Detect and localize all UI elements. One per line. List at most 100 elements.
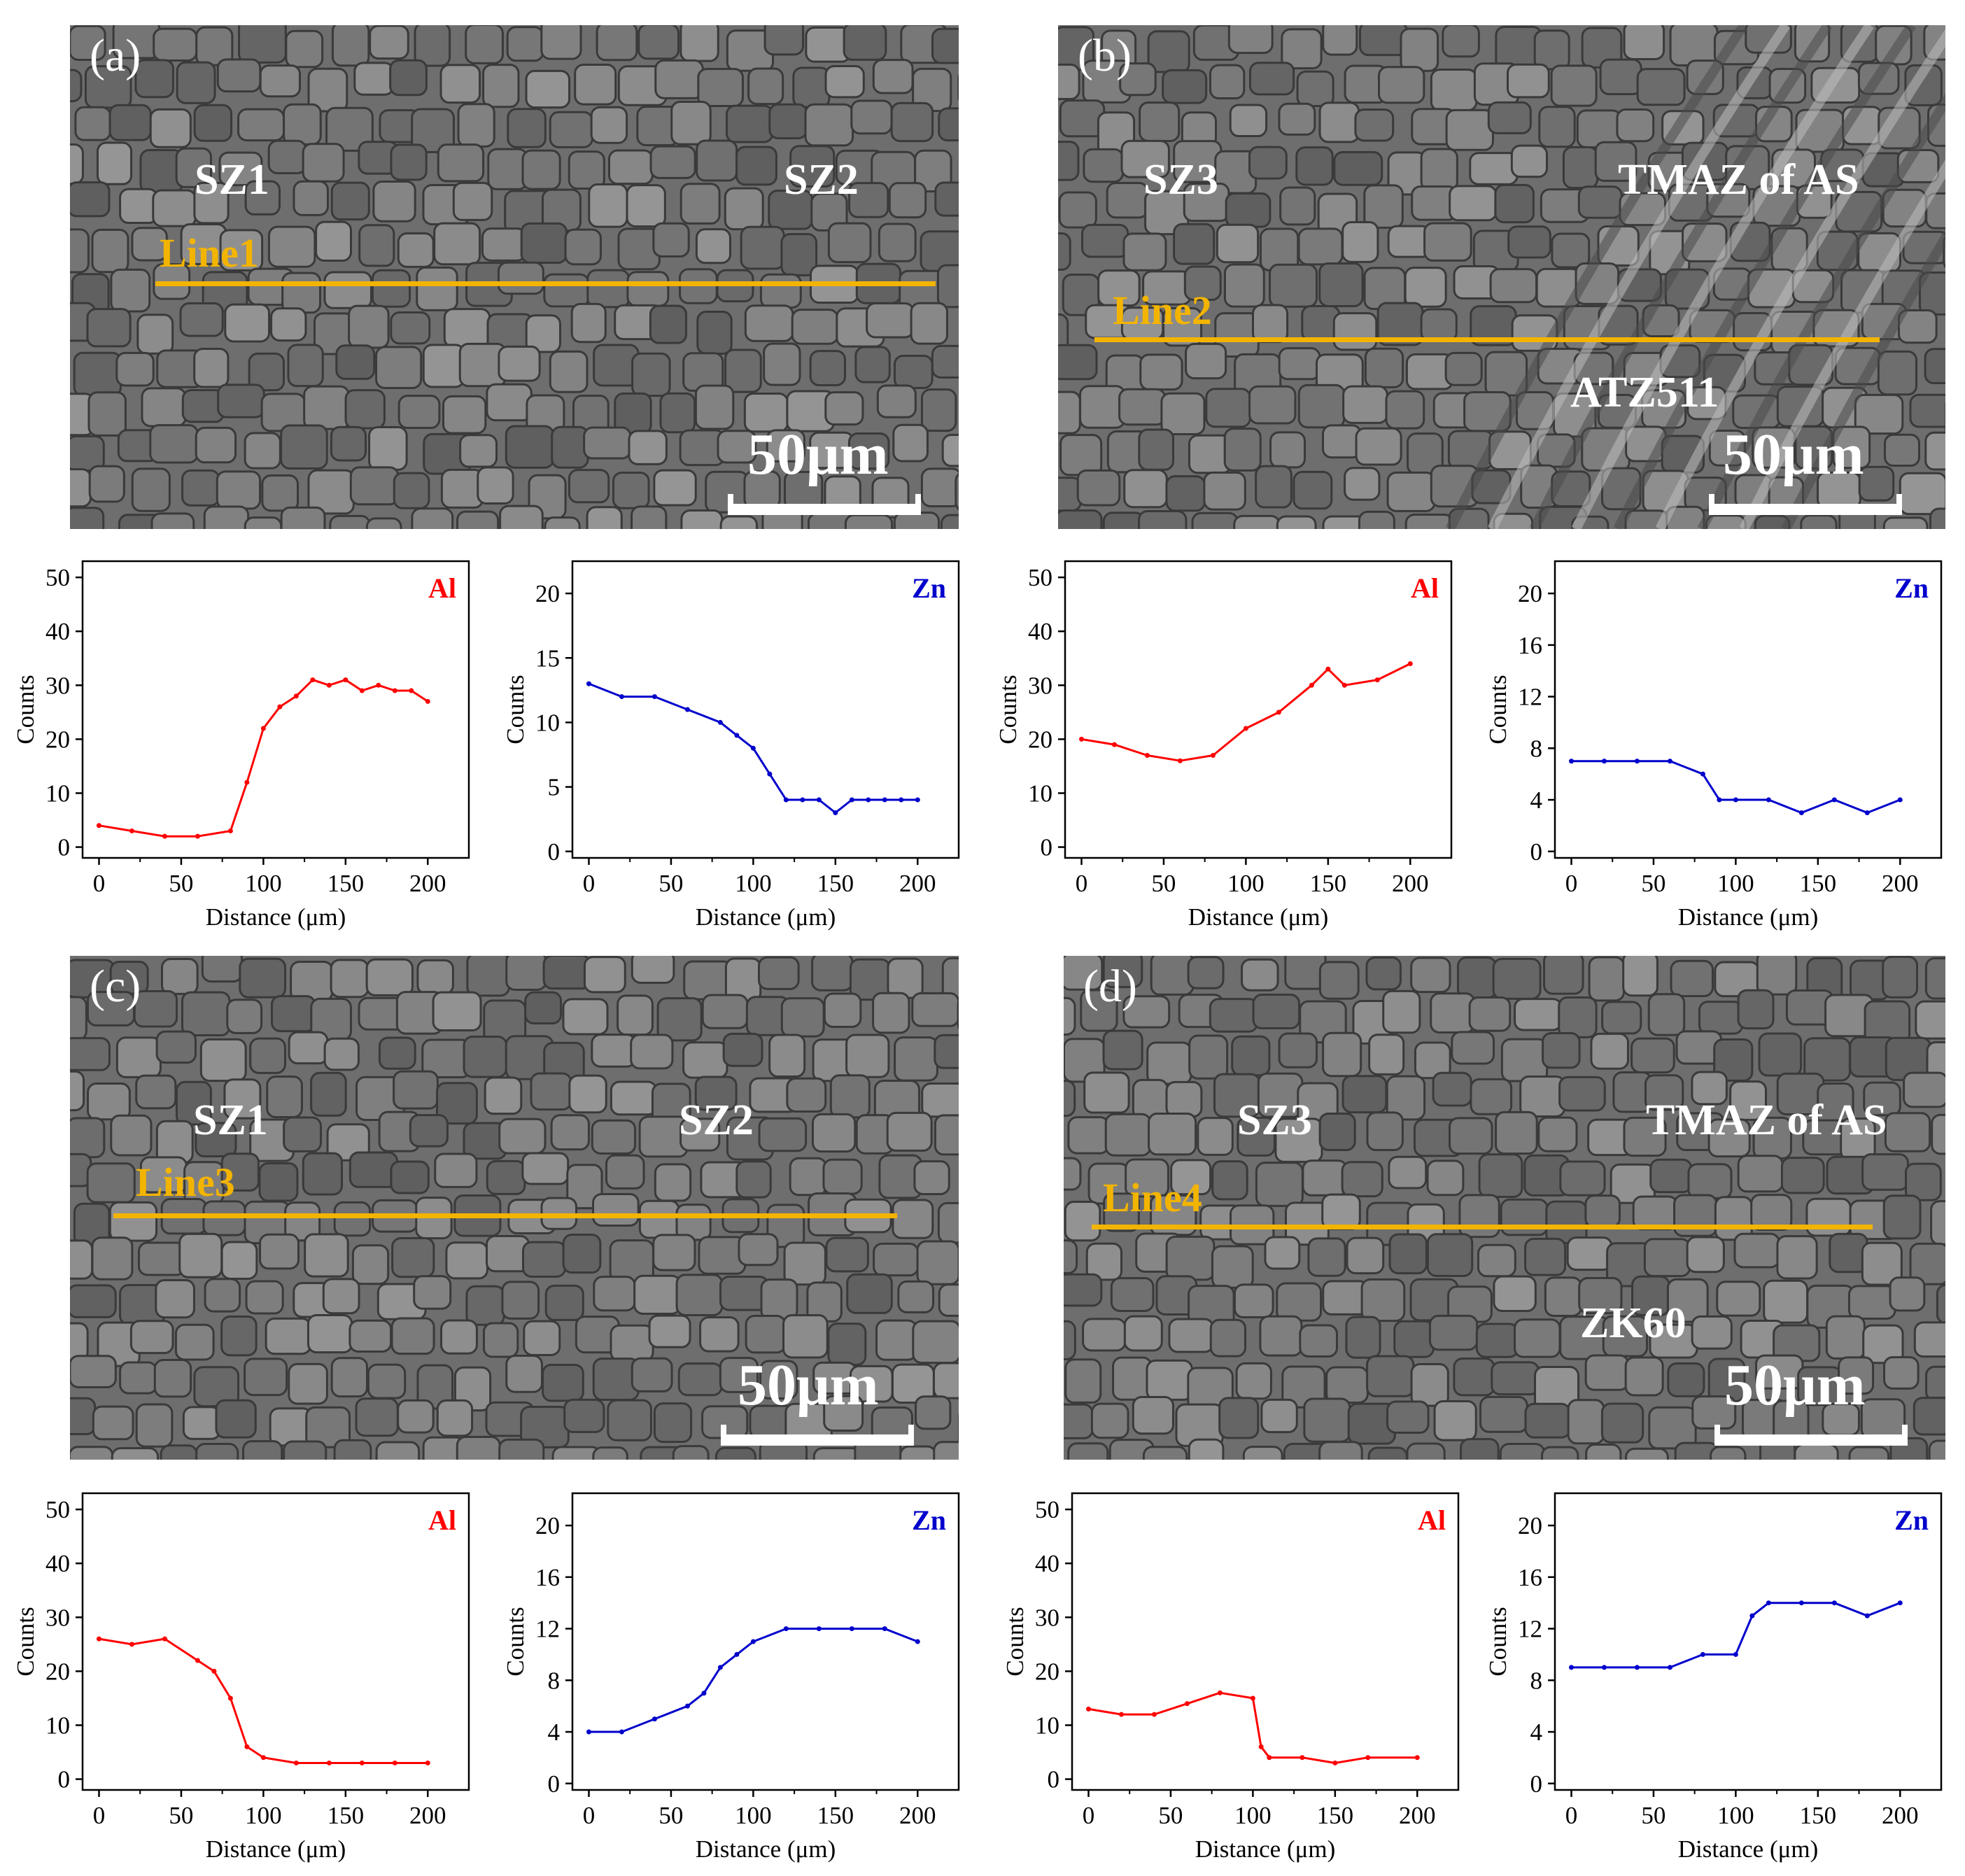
data-point bbox=[783, 797, 789, 803]
data-point bbox=[1374, 677, 1380, 683]
grain bbox=[1318, 961, 1360, 1000]
y-tick-label: 30 bbox=[1035, 1604, 1059, 1631]
grain bbox=[1231, 1035, 1271, 1077]
grain bbox=[1883, 433, 1921, 467]
grain bbox=[1209, 1318, 1246, 1357]
y-tick-label: 4 bbox=[1530, 787, 1543, 814]
y-axis-label: Counts bbox=[502, 1607, 529, 1676]
grain bbox=[717, 430, 757, 464]
grain bbox=[411, 507, 454, 529]
grain bbox=[1758, 1032, 1803, 1077]
grain bbox=[463, 1035, 508, 1078]
grain bbox=[1913, 1397, 1945, 1436]
grain bbox=[344, 389, 386, 430]
grain bbox=[267, 225, 316, 268]
grain bbox=[1500, 1198, 1549, 1236]
grain bbox=[544, 1284, 584, 1321]
data-point bbox=[1332, 1760, 1338, 1765]
grain bbox=[590, 106, 628, 144]
grain bbox=[626, 184, 666, 228]
data-point bbox=[586, 1729, 591, 1735]
grain bbox=[1342, 385, 1388, 424]
grain bbox=[358, 224, 395, 267]
grain bbox=[1248, 146, 1288, 180]
grain bbox=[631, 505, 668, 529]
y-axis-label: Counts bbox=[1484, 675, 1512, 744]
grain bbox=[322, 1278, 360, 1315]
grain bbox=[1631, 1037, 1675, 1074]
grain bbox=[1540, 1446, 1579, 1460]
grain bbox=[630, 1034, 674, 1070]
grain bbox=[115, 1036, 162, 1078]
grain bbox=[633, 1274, 682, 1315]
grain bbox=[724, 348, 762, 393]
grain bbox=[1085, 1242, 1123, 1281]
grain bbox=[586, 506, 623, 529]
grain bbox=[307, 1313, 353, 1354]
grain bbox=[1647, 993, 1686, 1036]
scale-bar bbox=[1709, 494, 1902, 515]
y-tick-label: 30 bbox=[1028, 672, 1052, 699]
grain bbox=[1432, 1071, 1472, 1107]
grain bbox=[96, 141, 133, 185]
x-tick-label: 100 bbox=[1234, 1802, 1272, 1829]
grain bbox=[588, 183, 628, 228]
grain bbox=[1218, 1397, 1260, 1439]
data-point bbox=[619, 1729, 624, 1735]
grain bbox=[498, 1438, 545, 1460]
grain bbox=[181, 991, 231, 1037]
grain bbox=[1542, 1031, 1581, 1069]
grain bbox=[288, 1031, 329, 1065]
grain bbox=[1302, 1159, 1348, 1197]
x-tick-label: 0 bbox=[1565, 870, 1578, 897]
data-point bbox=[425, 1760, 430, 1765]
scale-bar-label: 50μm bbox=[738, 1353, 879, 1418]
grain bbox=[353, 62, 395, 96]
grain bbox=[679, 25, 719, 62]
panel-letter: (b) bbox=[1078, 30, 1132, 81]
grain bbox=[1904, 1162, 1942, 1201]
data-point bbox=[1601, 1665, 1607, 1670]
data-point bbox=[652, 694, 657, 700]
grain bbox=[238, 25, 287, 64]
data-point bbox=[652, 1716, 657, 1722]
grain bbox=[216, 58, 262, 93]
grain bbox=[1884, 1112, 1931, 1152]
grain bbox=[237, 108, 286, 142]
grain bbox=[670, 101, 712, 146]
chart-c-al: 0 50 100 150 200 0 10 20 30 40 50 Distance (μm) Coun… bbox=[0, 1475, 483, 1867]
grain bbox=[1110, 1277, 1155, 1312]
scale-bar-label: 50μm bbox=[1723, 422, 1864, 487]
x-tick-label: 50 bbox=[1151, 870, 1176, 897]
grain bbox=[1122, 995, 1171, 1029]
grain bbox=[1064, 1157, 1082, 1191]
grain bbox=[175, 1080, 212, 1126]
y-tick-label: 50 bbox=[1028, 564, 1052, 591]
grain bbox=[1255, 465, 1293, 509]
series-line-zn bbox=[1571, 760, 1901, 814]
grain bbox=[349, 466, 400, 506]
grain bbox=[823, 992, 862, 1028]
y-tick-label: 0 bbox=[58, 1766, 71, 1793]
panel-letter: (a) bbox=[90, 30, 141, 81]
grain bbox=[735, 146, 777, 186]
data-point bbox=[277, 704, 283, 710]
y-axis-label: Counts bbox=[1001, 1607, 1029, 1676]
grain bbox=[315, 220, 352, 262]
grain bbox=[1404, 513, 1454, 529]
data-point bbox=[1897, 1600, 1903, 1606]
grain bbox=[1150, 956, 1195, 996]
grain bbox=[1705, 514, 1747, 529]
grain bbox=[957, 999, 959, 1030]
grain bbox=[482, 1322, 519, 1358]
grain bbox=[1456, 956, 1498, 999]
data-point bbox=[915, 797, 920, 803]
grain bbox=[1448, 1117, 1493, 1155]
grain bbox=[466, 956, 510, 997]
grain bbox=[1064, 956, 1104, 991]
grain-texture bbox=[70, 25, 959, 529]
grain bbox=[760, 1278, 798, 1320]
grain bbox=[87, 391, 127, 437]
element-label: Al bbox=[428, 1504, 456, 1536]
grain bbox=[486, 1159, 526, 1195]
